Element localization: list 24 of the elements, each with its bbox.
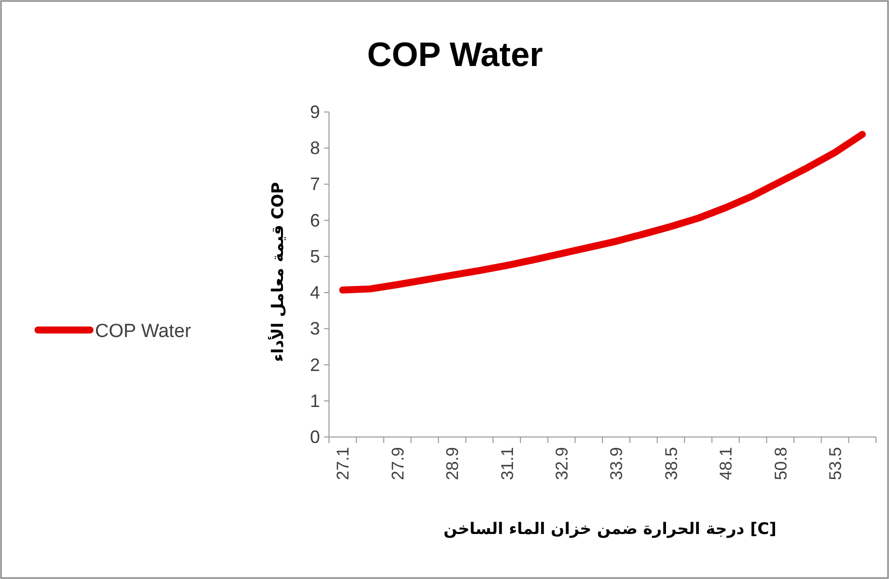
chart-title: COP Water <box>367 36 543 74</box>
x-tick-label: 27.1 <box>334 447 353 480</box>
y-tick-label: 0 <box>310 427 320 447</box>
x-tick-label: 50.8 <box>771 447 790 480</box>
y-tick-label: 6 <box>310 210 320 230</box>
y-tick-label: 1 <box>310 390 320 411</box>
x-tick-label: 48.1 <box>716 447 736 480</box>
legend-label: COP Water <box>95 321 192 342</box>
y-tick-label: 5 <box>310 246 320 266</box>
y-axis-title: قيمة معامل الأداء COP <box>267 182 287 362</box>
y-tick-label: 3 <box>310 318 320 339</box>
x-tick-label: 27.9 <box>388 447 408 480</box>
y-tick-label: 8 <box>310 138 320 158</box>
x-tick-label: 53.5 <box>826 447 845 480</box>
y-tick-label: 7 <box>310 174 320 194</box>
x-tick-label: 31.1 <box>498 447 517 480</box>
y-tick-label: 9 <box>310 102 320 122</box>
x-tick-label: 32.9 <box>552 447 572 480</box>
x-axis-title: درجة الحرارة ضمن خزان الماء الساخن [C] <box>444 519 776 538</box>
x-tick-label: 28.9 <box>443 447 462 480</box>
x-tick-label: 38.5 <box>662 447 681 480</box>
x-tick-label: 33.9 <box>607 447 626 480</box>
y-tick-label: 2 <box>310 354 320 375</box>
y-tick-label: 4 <box>310 282 320 303</box>
